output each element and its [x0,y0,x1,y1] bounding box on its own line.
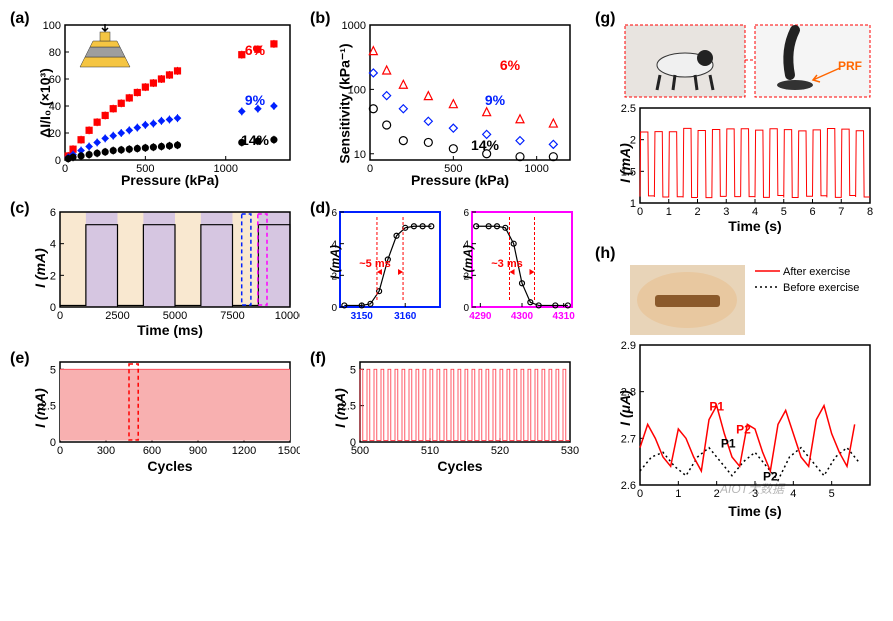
svg-text:8: 8 [867,206,873,218]
svg-text:~5 ms: ~5 ms [359,258,391,270]
panel-h-xlabel: Time (s) [695,503,815,519]
svg-text:1200: 1200 [232,445,256,457]
svg-text:2500: 2500 [105,310,129,322]
panel-g-ylabel: I (mA) [617,128,633,198]
svg-text:1: 1 [675,488,681,500]
panel-d-plot: 315031600246~5 ms4290430043100246~3 ms [310,200,580,340]
svg-text:600: 600 [143,445,161,457]
panel-e-xlabel: Cycles [110,458,230,474]
panel-e: (e) 03006009001200150002.55 I (mA) Cycle… [10,350,300,475]
svg-text:0: 0 [57,445,63,457]
panel-a-xlabel: Pressure (kPa) [70,172,270,188]
svg-text:5: 5 [829,488,835,500]
svg-text:300: 300 [97,445,115,457]
svg-text:100: 100 [43,20,61,32]
svg-text:0: 0 [331,303,337,314]
svg-text:P1: P1 [721,437,736,451]
svg-text:6%: 6% [500,57,521,73]
svg-text:PRF: PRF [838,59,862,73]
svg-text:2.9: 2.9 [621,340,636,352]
svg-text:1: 1 [666,206,672,218]
svg-text:1500: 1500 [278,445,300,457]
svg-text:5000: 5000 [163,310,187,322]
svg-text:2.6: 2.6 [621,480,636,492]
svg-text:6: 6 [331,208,337,219]
svg-text:6: 6 [809,206,815,218]
svg-text:9%: 9% [245,92,266,108]
panel-c-plot: 0 2500 5000 7500 10000 0 2 4 6 [10,200,300,340]
panel-b-ylabel: Sensitivity (kPa⁻¹) [337,29,354,179]
svg-text:After exercise: After exercise [783,266,850,278]
panel-e-ylabel: I (mA) [32,378,48,438]
svg-text:10: 10 [354,149,366,161]
panel-f: (f) 50051052053002.55 I (mA) Cycles [310,350,580,475]
svg-text:510: 510 [421,445,439,457]
svg-text:Before exercise: Before exercise [783,282,859,294]
svg-text:0: 0 [463,303,469,314]
svg-text:900: 900 [189,445,207,457]
svg-text:0: 0 [637,206,643,218]
panel-g-plot: PRF01234567811.522.5 [595,10,880,235]
svg-text:0: 0 [350,437,356,449]
svg-text:5: 5 [350,364,356,376]
svg-text:14%: 14% [471,137,500,153]
svg-text:0: 0 [57,310,63,322]
svg-text:4290: 4290 [469,311,492,322]
panel-h-ylabel: I (μA) [617,368,633,448]
svg-text:2: 2 [714,488,720,500]
panel-f-xlabel: Cycles [400,458,520,474]
panel-d-ylabel-left: I (mA) [328,232,342,292]
svg-text:P1: P1 [709,399,724,413]
svg-text:9%: 9% [485,92,506,108]
panel-f-ylabel: I (mA) [332,378,348,438]
svg-text:6: 6 [50,207,56,219]
svg-text:14%: 14% [241,132,270,148]
svg-text:3: 3 [723,206,729,218]
panel-h-plot: After exerciseBefore exercise0123452.62.… [595,245,880,520]
svg-text:0: 0 [50,437,56,449]
svg-text:530: 530 [561,445,579,457]
svg-text:3160: 3160 [394,311,417,322]
svg-text:7500: 7500 [220,310,244,322]
svg-text:1: 1 [630,198,636,210]
svg-text:4: 4 [790,488,796,500]
svg-text:2.5: 2.5 [621,103,636,115]
panel-d-ylabel-right: I (mA) [461,232,475,292]
panel-a-plot: 050010000204060801006%9%14% [10,10,300,190]
panel-e-plot: 03006009001200150002.55 [10,350,300,475]
panel-d: (d) 315031600246~5 ms4290430043100246~3 … [310,200,580,340]
svg-text:4310: 4310 [553,311,576,322]
panel-h: (h) After exerciseBefore exercise0123452… [595,245,880,520]
panel-a: (a) 050010000204060801006%9%14% ΔI/I₀ (×… [10,10,300,190]
svg-text:3150: 3150 [351,311,374,322]
svg-text:5: 5 [781,206,787,218]
svg-text:2: 2 [694,206,700,218]
svg-text:P2: P2 [736,423,751,437]
panel-g-xlabel: Time (s) [695,218,815,234]
panel-b: (b) 050010001010010006%9%14% Sensitivity… [310,10,580,190]
panel-f-plot: 50051052053002.55 [310,350,580,475]
svg-text:5: 5 [50,364,56,376]
svg-text:4: 4 [752,206,758,218]
panel-a-ylabel: ΔI/I₀ (×10³) [37,43,53,163]
panel-c-ylabel: I (mA) [32,238,48,298]
svg-text:~3 ms: ~3 ms [491,258,523,270]
svg-text:10000: 10000 [275,310,300,322]
panel-c: (c) 0250050007500100000246 I (mA) Time (… [10,200,300,340]
svg-text:0: 0 [637,488,643,500]
svg-text:4: 4 [50,239,56,251]
svg-text:520: 520 [491,445,509,457]
panel-g: (g) PRF01234567811.522.5 I (mA) Time (s) [595,10,880,235]
svg-text:7: 7 [838,206,844,218]
svg-text:0: 0 [50,302,56,314]
svg-text:0: 0 [62,163,68,175]
svg-text:6: 6 [463,208,469,219]
watermark: AIOT大数据 [720,480,784,497]
panel-b-xlabel: Pressure (kPa) [370,172,550,188]
svg-text:0: 0 [55,155,61,167]
svg-text:6%: 6% [245,42,266,58]
panel-c-xlabel: Time (ms) [90,322,250,338]
svg-text:4300: 4300 [511,311,534,322]
svg-text:2: 2 [50,270,56,282]
